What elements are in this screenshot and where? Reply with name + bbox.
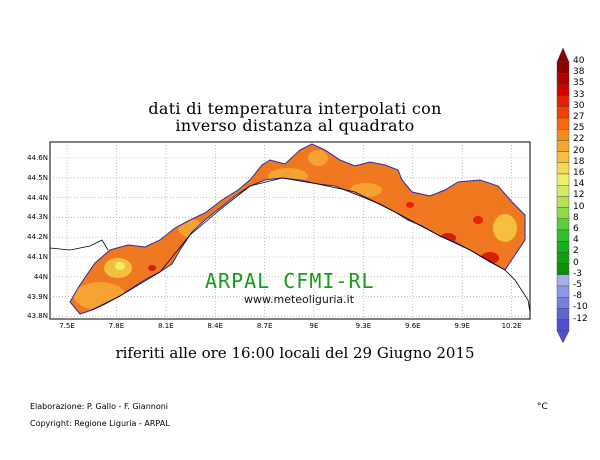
colorbar-label: 25	[573, 123, 585, 134]
colorbar-swatch	[556, 263, 570, 276]
latitude-label: 44.2N	[27, 233, 48, 242]
hot-spot-varese	[473, 216, 483, 224]
colorbar-swatch	[556, 72, 570, 85]
colorbar-swatch	[556, 274, 570, 287]
temperature-colorbar	[556, 47, 570, 344]
colorbar-label: 22	[573, 134, 585, 145]
colorbar-label: 30	[573, 100, 585, 111]
latitude-label: 43.9N	[27, 292, 48, 301]
longitude-label: 8.7E	[256, 322, 273, 330]
colorbar-label: 18	[573, 156, 585, 167]
longitude-label: 7.5E	[59, 322, 75, 330]
latitude-label: 44.3N	[27, 213, 48, 222]
colorbar-label: 20	[573, 145, 585, 156]
warm-area-east	[493, 214, 517, 242]
colorbar-label: 14	[573, 179, 585, 190]
colorbar-swatch	[556, 207, 570, 220]
credit-copyright: Copyright: Regione Liguria - ARPAL	[30, 419, 170, 428]
colorbar-label: 40	[573, 56, 585, 66]
colorbar-swatch	[556, 95, 570, 107]
credit-elaboration: Elaborazione: P. Gallo - F. Giannoni	[30, 402, 169, 411]
colorbar-swatch	[556, 84, 570, 96]
colorbar-label: 38	[573, 67, 585, 78]
map-subtitle: riferiti alle ore 16:00 locali del 29 Gi…	[115, 344, 475, 362]
latitude-label: 44.4N	[27, 193, 48, 202]
arpal-watermark: ARPAL CFMI-RL	[205, 269, 375, 293]
france-border	[49, 239, 109, 251]
colorbar-label: -8	[573, 291, 582, 302]
colorbar-swatch	[556, 297, 570, 309]
colorbar-swatch	[556, 162, 570, 175]
colorbar-swatch	[556, 218, 570, 231]
colorbar-label: -5	[573, 280, 582, 290]
colorbar-label: 10	[573, 201, 585, 212]
colorbar-bottom-arrow	[556, 330, 570, 344]
hot-spot-levanto	[406, 202, 414, 208]
latitude-label: 43.8N	[27, 312, 48, 321]
colorbar-label: 16	[573, 168, 585, 178]
longitude-label: 9.6E	[405, 322, 421, 330]
colorbar-swatch	[556, 285, 570, 298]
colorbar-swatch	[556, 128, 570, 141]
latitude-label: 44N	[33, 272, 48, 281]
longitude-label: 9E	[309, 322, 319, 330]
colorbar-label: 4	[573, 235, 579, 246]
colorbar-label: 27	[573, 112, 585, 122]
colorbar-swatch	[556, 151, 570, 164]
colorbar-label: 8	[573, 212, 579, 223]
longitude-label: 9.3E	[355, 322, 372, 330]
colorbar-label: 35	[573, 78, 585, 89]
colorbar-label: -3	[573, 268, 582, 279]
latitude-label: 44.1N	[27, 253, 48, 261]
colorbar-label: 0	[573, 257, 579, 268]
colorbar-swatch	[556, 319, 570, 332]
longitude-label: 10.2E	[501, 322, 522, 330]
coastline-tuscany	[504, 269, 531, 313]
colorbar-swatch	[556, 61, 570, 74]
colorbar-swatch	[556, 106, 570, 119]
colorbar-label: 2	[573, 246, 579, 257]
unit-label: °C	[537, 402, 548, 412]
longitude-label: 8.4E	[207, 322, 223, 330]
colorbar-swatch	[556, 173, 570, 186]
latitude-label: 44.6N	[27, 154, 48, 162]
warm-area-inland	[308, 150, 328, 166]
colorbar-label: 33	[573, 89, 585, 100]
colorbar-label: 12	[573, 190, 585, 201]
map-title-line1: dati di temperatura interpolati con	[148, 99, 442, 118]
colorbar-swatch	[556, 140, 570, 152]
colorbar-swatch	[556, 252, 570, 264]
longitude-label: 8.1E	[158, 322, 174, 330]
colorbar-swatch	[556, 229, 570, 242]
colorbar-swatch	[556, 117, 570, 130]
latitude-label: 44.5N	[27, 173, 48, 182]
hot-spot-imperia	[115, 262, 125, 270]
map-title-line2: inverso distanza al quadrato	[175, 116, 415, 135]
coastline	[91, 177, 506, 311]
colorbar-label: -12	[573, 313, 588, 324]
longitude-label: 7.8E	[108, 322, 125, 330]
colorbar-label: 6	[573, 224, 579, 234]
website-label: www.meteoliguria.it	[244, 293, 355, 306]
colorbar-swatch	[556, 196, 570, 208]
colorbar-top-arrow	[556, 47, 570, 63]
colorbar-swatch	[556, 240, 570, 253]
longitude-label: 9.9E	[454, 322, 470, 330]
colorbar-swatch	[556, 308, 570, 320]
hot-spot-imperia2	[148, 265, 156, 271]
colorbar-swatch	[556, 184, 570, 197]
colorbar-label: -10	[573, 302, 588, 313]
